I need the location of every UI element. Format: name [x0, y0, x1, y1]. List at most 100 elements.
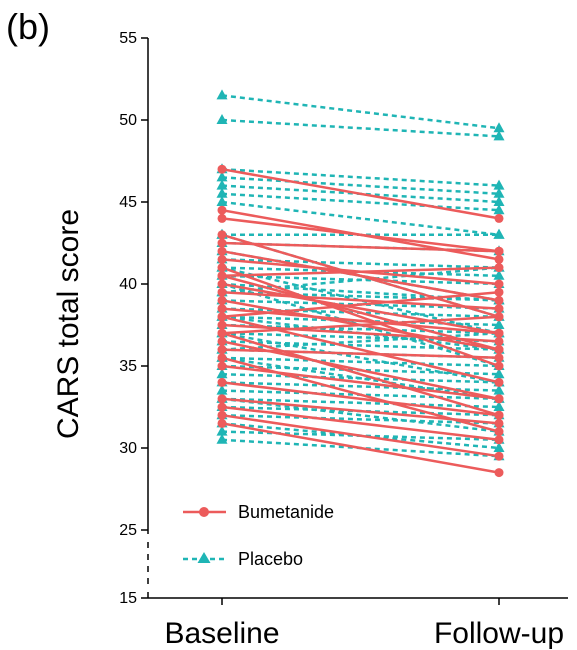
- placebo-point: [493, 122, 505, 133]
- bumetanide-subject-line: [221, 315, 500, 335]
- bumetanide-subject-line: [221, 332, 500, 417]
- legend-item-bumetanide: Bumetanide: [183, 502, 334, 522]
- placebo-subject-line: [221, 290, 500, 302]
- bumetanide-point: [217, 353, 227, 363]
- bumetanide-point: [494, 345, 504, 355]
- x-ticks: Baseline Follow-up: [164, 598, 564, 650]
- placebo-subject-line: [221, 118, 500, 138]
- placebo-point: [216, 89, 228, 100]
- y-tick-label: 30: [119, 440, 137, 457]
- placebo-point: [216, 187, 228, 198]
- placebo-subject-line: [221, 282, 500, 302]
- placebo-subject-line: [221, 331, 500, 343]
- bumetanide-point: [217, 246, 227, 256]
- bumetanide-subject-line: [221, 397, 500, 425]
- bumetanide-point: [494, 353, 504, 363]
- bumetanide-point: [217, 279, 227, 289]
- y-tick-label: 45: [119, 194, 137, 211]
- y-axis-label: CARS total score: [52, 209, 85, 439]
- placebo-subject-line: [221, 200, 500, 237]
- bumetanide-point: [494, 304, 504, 314]
- bumetanide-subject-line: [221, 422, 500, 474]
- placebo-point: [493, 187, 505, 198]
- bumetanide-subject-line: [221, 364, 500, 401]
- placebo-subject-line: [221, 94, 500, 130]
- bumetanide-point: [217, 320, 227, 330]
- legend-label-placebo: Placebo: [238, 549, 303, 569]
- bumetanide-point: [494, 246, 504, 256]
- bumetanide-subject-line: [221, 241, 500, 253]
- bumetanide-subject-line: [221, 167, 500, 220]
- bumetanide-point: [494, 263, 504, 273]
- bumetanide-subject-line: [221, 266, 500, 368]
- bumetanide-point: [494, 418, 504, 428]
- bumetanide-point: [217, 304, 227, 314]
- bumetanide-point: [494, 213, 504, 223]
- placebo-subject-line: [221, 340, 500, 351]
- placebo-subject-line: [221, 331, 500, 384]
- bumetanide-point: [217, 238, 227, 248]
- bumetanide-point: [217, 402, 227, 412]
- legend-marker-bumetanide: [199, 507, 209, 517]
- placebo-subject-line: [221, 176, 500, 196]
- placebo-subject-line: [221, 356, 500, 401]
- placebo-subject-line: [221, 356, 500, 368]
- bumetanide-point: [494, 427, 504, 437]
- bumetanide-point: [217, 230, 227, 240]
- bumetanide-point: [217, 418, 227, 428]
- bumetanide-point: [217, 377, 227, 387]
- placebo-subject-line: [221, 323, 500, 335]
- bumetanide-subject-line: [221, 266, 500, 278]
- bumetanide-point: [494, 451, 504, 461]
- bumetanide-point: [217, 410, 227, 420]
- bumetanide-subject-line: [221, 217, 500, 253]
- bumetanide-point: [217, 287, 227, 297]
- bumetanide-subject-line: [221, 249, 500, 302]
- bumetanide-point: [494, 312, 504, 322]
- y-tick-label: 40: [119, 276, 137, 293]
- placebo-point: [216, 368, 228, 379]
- placebo-point: [493, 269, 505, 280]
- bumetanide-point: [217, 263, 227, 273]
- placebo-point: [216, 433, 228, 444]
- placebo-point: [216, 171, 228, 182]
- placebo-subject-line: [221, 397, 500, 409]
- bumetanide-point: [217, 361, 227, 371]
- y-tick-label: 55: [119, 30, 137, 47]
- bumetanide-subject-line: [221, 413, 500, 458]
- placebo-subject-line: [221, 381, 500, 392]
- panel-label: (b): [6, 6, 50, 47]
- placebo-point: [493, 319, 505, 329]
- bumetanide-subject-line: [221, 274, 500, 351]
- legend: Bumetanide Placebo: [183, 502, 334, 569]
- placebo-subject-line: [221, 192, 500, 212]
- placebo-point: [493, 179, 505, 190]
- placebo-point: [216, 196, 228, 206]
- bumetanide-point: [217, 295, 227, 305]
- placebo-point: [493, 368, 505, 379]
- placebo-point: [493, 384, 505, 395]
- bumetanide-point: [494, 377, 504, 387]
- bumetanide-subject-line: [221, 282, 500, 335]
- bumetanide-point: [217, 213, 227, 223]
- legend-marker-placebo: [197, 552, 211, 563]
- series-markers: [216, 89, 505, 478]
- bumetanide-point: [217, 394, 227, 404]
- bumetanide-point: [217, 254, 227, 264]
- bumetanide-point: [494, 254, 504, 264]
- placebo-subject-line: [221, 167, 500, 187]
- bumetanide-point: [217, 205, 227, 215]
- placebo-point: [493, 228, 505, 239]
- y-tick-label: 25: [119, 522, 137, 539]
- axes: [147, 38, 568, 599]
- placebo-subject-line: [221, 372, 500, 384]
- bumetanide-point: [217, 345, 227, 355]
- y-ticks: 15 25 30 35 40 45 50 55: [119, 30, 148, 607]
- bumetanide-point: [494, 336, 504, 346]
- placebo-point: [493, 442, 505, 452]
- placebo-point: [493, 401, 505, 411]
- bumetanide-point: [217, 312, 227, 322]
- bumetanide-subject-line: [221, 290, 500, 310]
- bumetanide-point: [494, 468, 504, 478]
- y-tick-label: 50: [119, 112, 137, 129]
